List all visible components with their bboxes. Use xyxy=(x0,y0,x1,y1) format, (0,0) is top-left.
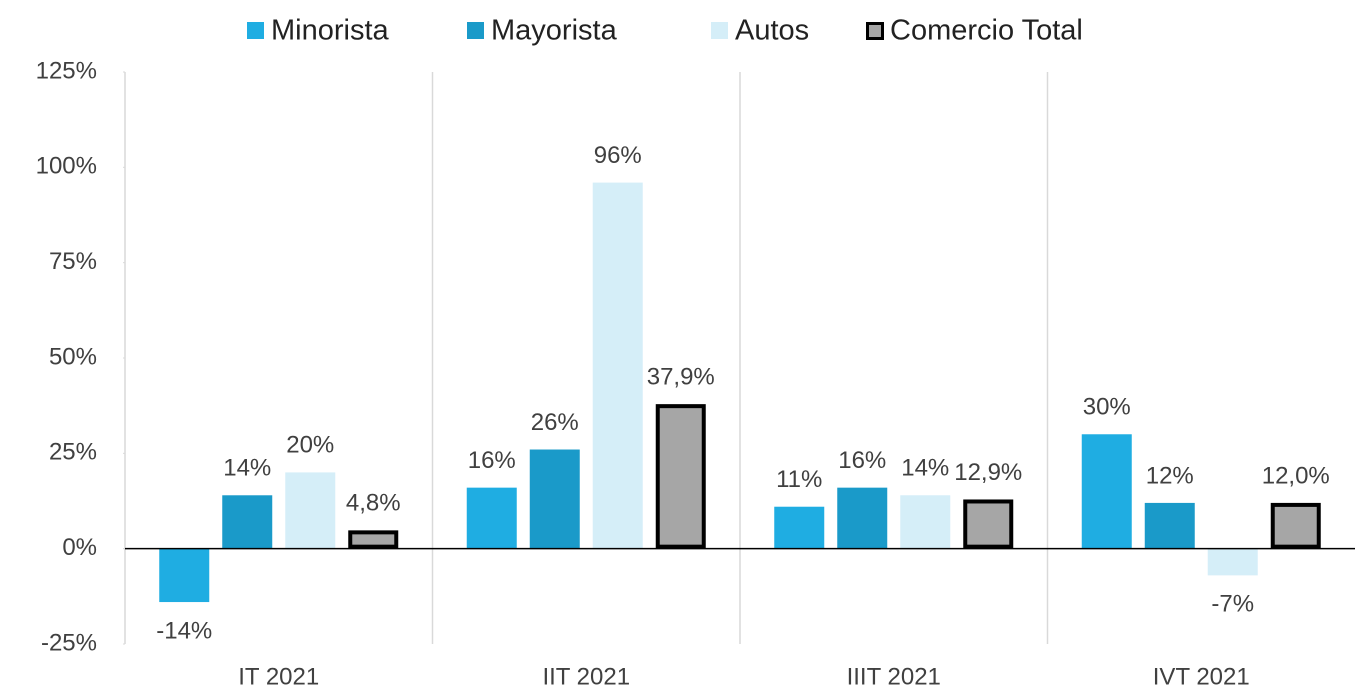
legend-swatch xyxy=(866,22,884,40)
y-tick-label: 0% xyxy=(62,534,97,561)
x-tick-label: IIIT 2021 xyxy=(847,663,941,690)
bar xyxy=(655,404,706,549)
bar xyxy=(963,499,1014,549)
value-label: 16% xyxy=(468,447,516,474)
bar xyxy=(348,530,399,549)
value-label: 37,9% xyxy=(647,363,715,390)
value-label: 12% xyxy=(1146,462,1194,489)
y-tick-label: 125% xyxy=(36,57,97,84)
legend-label: Comercio Total xyxy=(890,15,1083,47)
bar xyxy=(285,472,336,549)
value-label: -7% xyxy=(1211,591,1254,618)
bar xyxy=(222,495,273,549)
value-label: 26% xyxy=(531,409,579,436)
bar xyxy=(837,487,888,549)
value-label: 96% xyxy=(594,142,642,169)
y-tick-label: 100% xyxy=(36,153,97,180)
x-tick-label: IIT 2021 xyxy=(542,663,630,690)
bar xyxy=(529,449,580,549)
value-label: 30% xyxy=(1083,394,1131,421)
bar xyxy=(1270,502,1321,549)
value-label: 11% xyxy=(776,466,822,493)
legend-label: Mayorista xyxy=(491,15,618,47)
legend-swatch xyxy=(711,22,728,39)
y-tick-label: 75% xyxy=(49,248,97,275)
bar xyxy=(592,182,643,549)
legend-label: Autos xyxy=(735,15,809,47)
bar xyxy=(159,548,210,603)
y-tick-label: 25% xyxy=(49,439,97,466)
value-label: 12,9% xyxy=(954,459,1022,486)
y-tick-label: -25% xyxy=(41,629,97,656)
bar xyxy=(466,487,517,549)
x-tick-label: IT 2021 xyxy=(238,663,319,690)
x-tick-label: IVT 2021 xyxy=(1153,663,1250,690)
legend-label: Minorista xyxy=(271,15,390,47)
value-label: 20% xyxy=(286,432,334,459)
bar xyxy=(900,495,951,549)
bar xyxy=(1144,502,1195,549)
legend-swatch xyxy=(467,22,484,39)
value-label: 14% xyxy=(223,455,271,482)
bar xyxy=(774,506,825,549)
bar xyxy=(1081,434,1132,549)
bar xyxy=(1207,548,1258,576)
y-tick-label: 50% xyxy=(49,343,97,370)
value-label: 14% xyxy=(901,455,949,482)
value-label: 4,8% xyxy=(346,490,401,517)
legend-swatch xyxy=(247,22,264,39)
value-label: -14% xyxy=(156,617,212,644)
value-label: 16% xyxy=(838,447,886,474)
value-label: 12,0% xyxy=(1262,462,1330,489)
